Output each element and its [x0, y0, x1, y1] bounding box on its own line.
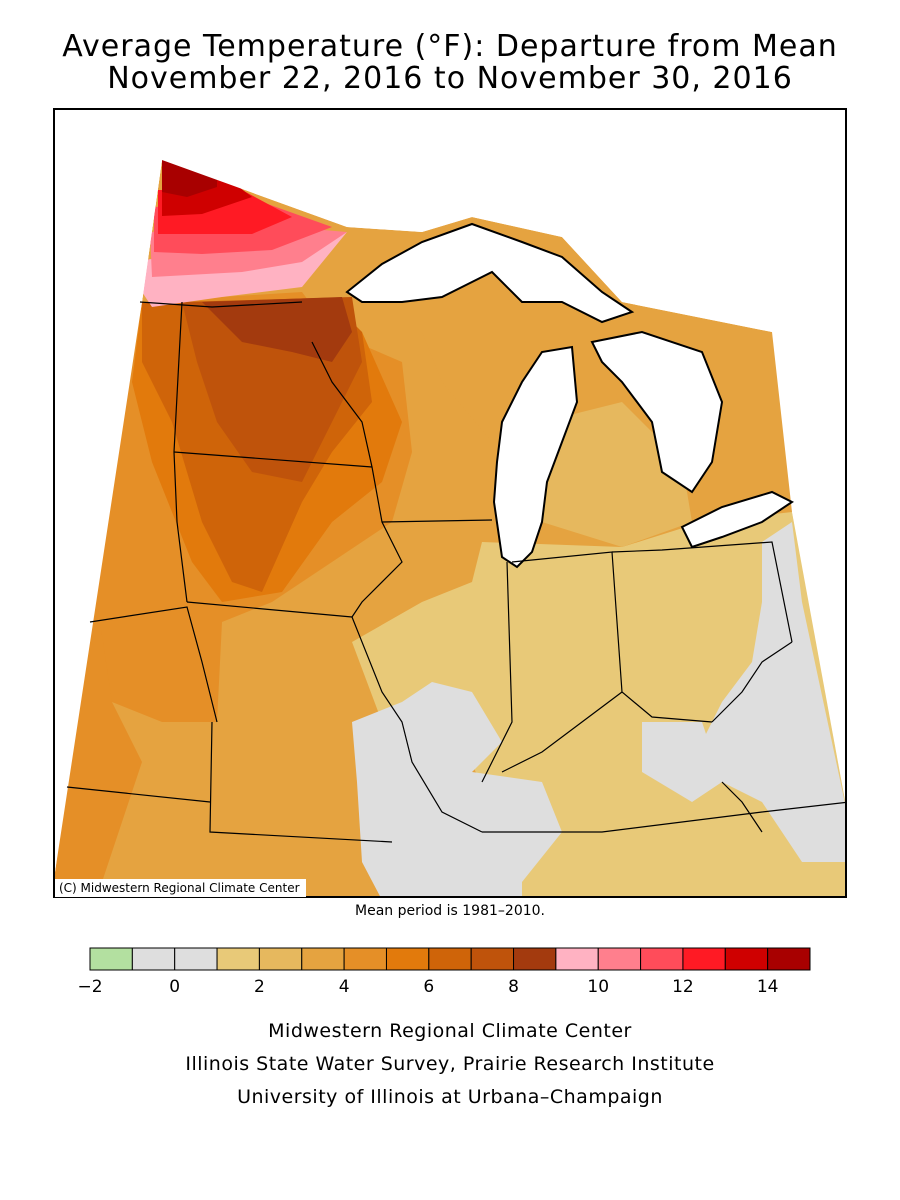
- map-title: Average Temperature (°F): Departure from…: [62, 29, 838, 64]
- legend-tick-label: 6: [423, 977, 434, 997]
- legend-swatch: [385, 947, 430, 971]
- map-copyright: (C) Midwestern Regional Climate Center: [55, 879, 306, 897]
- legend-swatch: [174, 947, 218, 971]
- legend-tick-label: −2: [77, 977, 102, 997]
- legend-swatch: [343, 947, 387, 971]
- credit-center: Midwestern Regional Climate Center: [268, 1020, 632, 1042]
- credit-survey: Illinois State Water Survey, Prairie Res…: [185, 1053, 715, 1075]
- legend-swatch: [724, 947, 769, 971]
- legend-tick-label: 0: [169, 977, 180, 997]
- legend-swatch: [640, 947, 684, 971]
- legend-swatch: [597, 947, 642, 971]
- legend-swatch: [682, 947, 726, 971]
- state-borders: [66, 301, 845, 843]
- legend-swatch: [767, 947, 811, 971]
- legend-swatch: [216, 947, 260, 971]
- legend-swatch: [301, 947, 345, 971]
- map-date-range: November 22, 2016 to November 30, 2016: [107, 61, 793, 96]
- outside-north: [55, 110, 845, 872]
- legend-tick-label: 10: [587, 977, 609, 997]
- temperature-departure-map: [53, 108, 847, 898]
- color-scale-legend: −2 0 2 4 6 8 10 12 14: [77, 947, 811, 997]
- gray-east: [702, 522, 845, 862]
- legend-swatch: [258, 947, 303, 971]
- gray-kentucky: [642, 722, 722, 802]
- lake-erie: [680, 490, 794, 549]
- outside-east: [792, 512, 845, 801]
- legend-tick-label: 2: [254, 977, 265, 997]
- outside-west: [55, 110, 162, 872]
- legend-swatch: [428, 947, 472, 971]
- orange-sw-edge: [55, 602, 142, 896]
- legend-swatch: [89, 947, 133, 971]
- legend-swatch: [470, 947, 515, 971]
- lake-michigan: [492, 345, 579, 569]
- mean-period-note: Mean period is 1981–2010.: [355, 903, 545, 919]
- legend-swatch: [513, 947, 557, 971]
- legend-swatch: [555, 947, 599, 971]
- legend-swatch: [131, 947, 176, 971]
- lake-huron: [590, 330, 724, 494]
- legend-tick-label: 8: [508, 977, 519, 997]
- gray-south: [352, 682, 562, 896]
- legend-tick-label: 14: [757, 977, 779, 997]
- credit-university: University of Illinois at Urbana–Champai…: [237, 1086, 663, 1108]
- legend-tick-label: 4: [339, 977, 350, 997]
- lake-superior: [345, 222, 635, 324]
- tan-east: [352, 512, 845, 896]
- legend-tick-label: 12: [672, 977, 694, 997]
